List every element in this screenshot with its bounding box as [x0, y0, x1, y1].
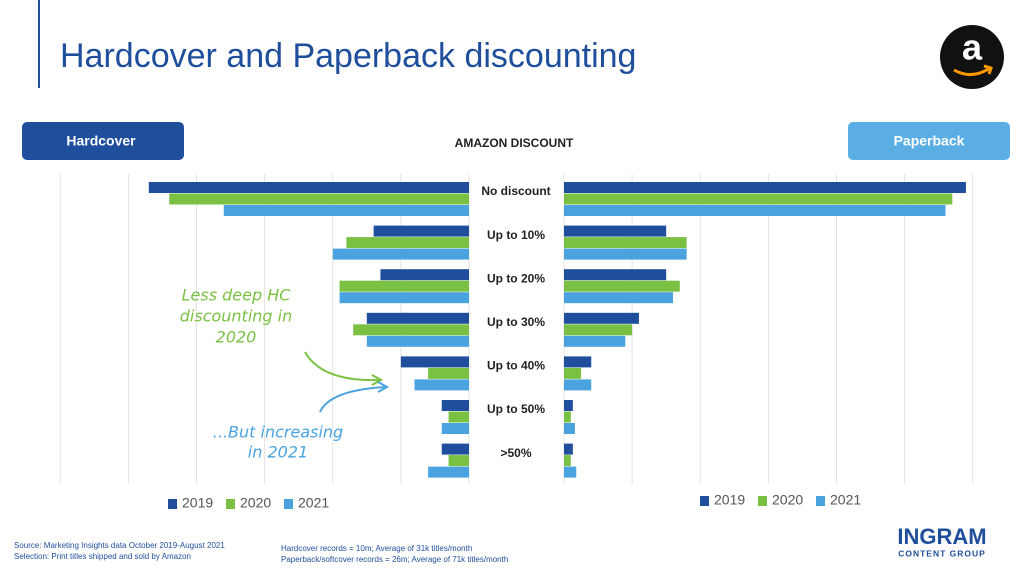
bar	[564, 455, 571, 467]
bar	[332, 248, 469, 260]
bar	[148, 182, 469, 193]
legend-label: 2020	[240, 495, 271, 511]
annotation-text: Less deep HC	[182, 286, 292, 305]
annotation-arrow	[319, 381, 390, 413]
bar	[564, 443, 573, 455]
legend-swatch	[816, 496, 825, 506]
bar	[564, 280, 680, 292]
brand-sub: CONTENT GROUP	[898, 548, 986, 558]
annotation-arrow	[304, 351, 384, 386]
legend-swatch	[700, 496, 709, 506]
bar	[564, 269, 667, 281]
annotation-text: 2020	[216, 328, 257, 347]
source-text: Source: Marketing Insights data October …	[14, 541, 225, 550]
slide-title: Hardcover and Paperback discounting	[60, 37, 636, 75]
paperback-label-box	[848, 122, 1010, 160]
source-text: Selection: Print titles shipped and sold…	[14, 552, 191, 561]
note-text: Paperback/softcover records = 26m; Avera…	[281, 555, 508, 564]
axis-title: AMAZON DISCOUNT	[455, 136, 574, 150]
bar	[564, 423, 575, 434]
legend-label: 2019	[714, 492, 745, 508]
bar	[353, 324, 469, 336]
bar	[339, 292, 469, 304]
charts: No discount Up to 10% Up to 20% Up to 30% Up…	[59, 174, 974, 511]
bar	[564, 379, 592, 391]
note-text: Hardcover records = 10m; Average of 31k …	[281, 544, 472, 553]
legend-swatch	[168, 499, 177, 509]
bar	[564, 237, 687, 249]
bar	[428, 367, 469, 379]
annotation-text: ...But increasing	[213, 423, 343, 442]
legend-label: 2020	[772, 492, 803, 508]
hardcover-label-box	[22, 122, 184, 160]
annotation-text: in 2021	[248, 443, 308, 462]
category-label: No discount	[481, 184, 550, 198]
legend-swatch	[284, 499, 293, 509]
bar	[380, 269, 469, 281]
category-label: Up to 10%	[487, 228, 545, 242]
amazon-smile	[953, 64, 993, 76]
bar	[346, 237, 469, 249]
bar	[366, 312, 469, 324]
category-label: >50%	[500, 446, 531, 460]
bar	[564, 248, 687, 260]
legend-label: 2021	[298, 495, 329, 511]
bar	[564, 193, 953, 205]
brand-name: INGRAM	[897, 524, 986, 549]
legend-swatch	[226, 499, 235, 509]
legend-swatch	[758, 496, 767, 506]
bar	[223, 205, 469, 216]
bar	[564, 312, 639, 324]
bar	[564, 466, 577, 478]
bar	[564, 292, 673, 304]
bar	[564, 324, 633, 336]
bar	[564, 400, 573, 411]
bar	[441, 443, 469, 455]
bar	[564, 225, 667, 237]
bar	[448, 455, 469, 467]
bar	[564, 335, 626, 347]
bar	[428, 466, 469, 478]
bar	[564, 367, 582, 379]
annotation: Less deep HC discounting in 2020	[180, 286, 293, 347]
chart-title: Paperback	[894, 133, 965, 149]
chart-title: Hardcover	[66, 133, 136, 149]
bar	[564, 411, 571, 423]
bar	[448, 411, 469, 423]
bar	[400, 356, 469, 368]
bar	[339, 280, 469, 292]
bar	[564, 356, 592, 368]
bar	[564, 182, 966, 193]
annotation: ...But increasing in 2021	[213, 423, 343, 462]
legend-label: 2019	[182, 495, 213, 511]
bar	[169, 193, 469, 205]
category-label: Up to 30%	[487, 315, 545, 329]
legend-label: 2021	[830, 492, 861, 508]
category-label: Up to 40%	[487, 359, 545, 373]
bar	[441, 400, 469, 411]
category-label: Up to 50%	[487, 402, 545, 416]
bar	[441, 423, 469, 434]
amazon-logo-letter: a	[962, 27, 983, 68]
annotation-text: discounting in	[180, 307, 293, 326]
bar	[414, 379, 469, 391]
bar	[373, 225, 469, 237]
category-label: Up to 20%	[487, 271, 545, 285]
bar	[564, 205, 946, 216]
bar	[366, 335, 469, 347]
